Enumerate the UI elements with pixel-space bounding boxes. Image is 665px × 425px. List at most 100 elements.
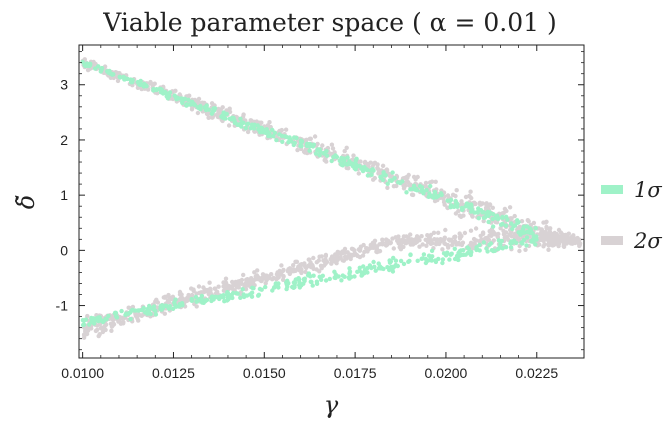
scatter-point-1sigma [448, 252, 453, 257]
scatter-point-1sigma [474, 245, 479, 250]
scatter-point-1sigma [256, 293, 261, 298]
scatter-point-2sigma [481, 218, 486, 224]
scatter-point-1sigma [448, 205, 453, 210]
scatter-point-1sigma [118, 75, 123, 80]
scatter-point-1sigma [265, 129, 271, 135]
scatter-point-1sigma [238, 295, 243, 300]
scatter-point-2sigma [479, 237, 484, 242]
scatter-point-2sigma [413, 177, 418, 182]
scatter-point-2sigma [463, 194, 469, 200]
x-tick-label: 0.0125 [152, 365, 195, 381]
scatter-point-1sigma [381, 170, 386, 175]
scatter-point-2sigma [372, 245, 377, 250]
scatter-point-1sigma [235, 122, 240, 128]
scatter-point-1sigma [219, 293, 224, 299]
scatter-point-2sigma [551, 242, 557, 248]
scatter-point-1sigma [272, 130, 278, 135]
scatter-point-1sigma [96, 64, 101, 69]
scatter-point-1sigma [184, 102, 189, 107]
scatter-point-2sigma [427, 180, 433, 185]
scatter-point-2sigma [260, 272, 266, 277]
scatter-point-1sigma [308, 274, 313, 279]
scatter-point-2sigma [470, 214, 475, 219]
scatter-point-1sigma [317, 274, 322, 279]
scatter-point-1sigma [429, 248, 435, 253]
scatter-point-1sigma [452, 246, 457, 251]
scatter-point-1sigma [503, 245, 509, 250]
scatter-point-2sigma [340, 258, 345, 263]
scatter-point-2sigma [412, 237, 418, 242]
scatter-point-2sigma [460, 240, 466, 245]
scatter-point-1sigma [488, 241, 494, 246]
scatter-point-2sigma [423, 180, 429, 186]
scatter-point-2sigma [454, 188, 459, 193]
scatter-point-2sigma [243, 287, 249, 292]
scatter-point-1sigma [372, 264, 377, 269]
scatter-point-2sigma [449, 242, 455, 248]
scatter-point-1sigma [317, 153, 322, 158]
scatter-point-1sigma [175, 95, 181, 101]
scatter-point-1sigma [209, 111, 215, 116]
scatter-point-1sigma [194, 299, 200, 304]
scatter-point-1sigma [390, 170, 395, 175]
scatter-point-1sigma [324, 153, 330, 158]
scatter-point-2sigma [431, 230, 437, 235]
scatter-point-1sigma [359, 273, 364, 278]
scatter-point-1sigma [521, 224, 527, 229]
scatter-point-1sigma [481, 210, 486, 215]
scatter-point-2sigma [445, 193, 451, 198]
scatter-point-2sigma [413, 240, 418, 246]
scatter-point-1sigma [413, 187, 419, 192]
scatter-point-1sigma [259, 287, 264, 292]
scatter-point-2sigma [323, 252, 329, 258]
y-tick-label: 2 [60, 132, 68, 148]
scatter-point-2sigma [517, 248, 522, 254]
scatter-point-2sigma [393, 235, 398, 240]
legend-label-2sigma: 2σ [633, 229, 662, 253]
scatter-point-2sigma [227, 109, 233, 115]
scatter-point-1sigma [393, 258, 399, 263]
scatter-point-2sigma [371, 177, 376, 182]
scatter-point-1sigma [361, 264, 366, 269]
scatter-point-1sigma [481, 240, 486, 245]
scatter-point-2sigma [195, 110, 201, 116]
scatter-point-1sigma [496, 216, 501, 221]
scatter-point-1sigma [193, 294, 199, 300]
scatter-point-2sigma [543, 220, 548, 225]
scatter-point-1sigma [323, 278, 329, 283]
scatter-point-1sigma [347, 271, 352, 276]
scatter-point-1sigma [503, 214, 509, 219]
scatter-point-2sigma [209, 115, 215, 120]
scatter-point-2sigma [334, 261, 339, 266]
scatter-point-1sigma [298, 143, 303, 149]
scatter-point-2sigma [293, 259, 298, 264]
scatter-point-2sigma [380, 237, 385, 242]
scatter-point-2sigma [462, 230, 468, 236]
scatter-point-1sigma [292, 284, 297, 290]
scatter-point-2sigma [526, 219, 531, 224]
scatter-point-1sigma [153, 312, 159, 317]
scatter-point-2sigma [360, 253, 366, 258]
scatter-point-1sigma [524, 235, 530, 240]
scatter-point-1sigma [340, 161, 345, 167]
scatter-point-2sigma [428, 232, 434, 238]
scatter-point-2sigma [468, 189, 473, 194]
scatter-point-2sigma [435, 237, 440, 242]
scatter-point-1sigma [331, 154, 336, 160]
scatter-point-1sigma [455, 204, 460, 209]
scatter-point-2sigma [311, 266, 316, 271]
scatter-point-2sigma [308, 260, 313, 265]
scatter-point-1sigma [227, 116, 232, 122]
scatter-point-1sigma [167, 90, 173, 95]
scatter-point-1sigma [435, 194, 441, 199]
scatter-point-1sigma [503, 223, 509, 228]
scatter-point-2sigma [312, 134, 318, 139]
scatter-point-1sigma [347, 266, 352, 271]
scatter-point-2sigma [406, 180, 411, 185]
scatter-point-2sigma [303, 269, 308, 275]
scatter-point-1sigma [239, 124, 244, 129]
scatter-point-2sigma [546, 247, 551, 252]
scatter-point-1sigma [508, 241, 513, 246]
scatter-point-1sigma [315, 147, 320, 153]
